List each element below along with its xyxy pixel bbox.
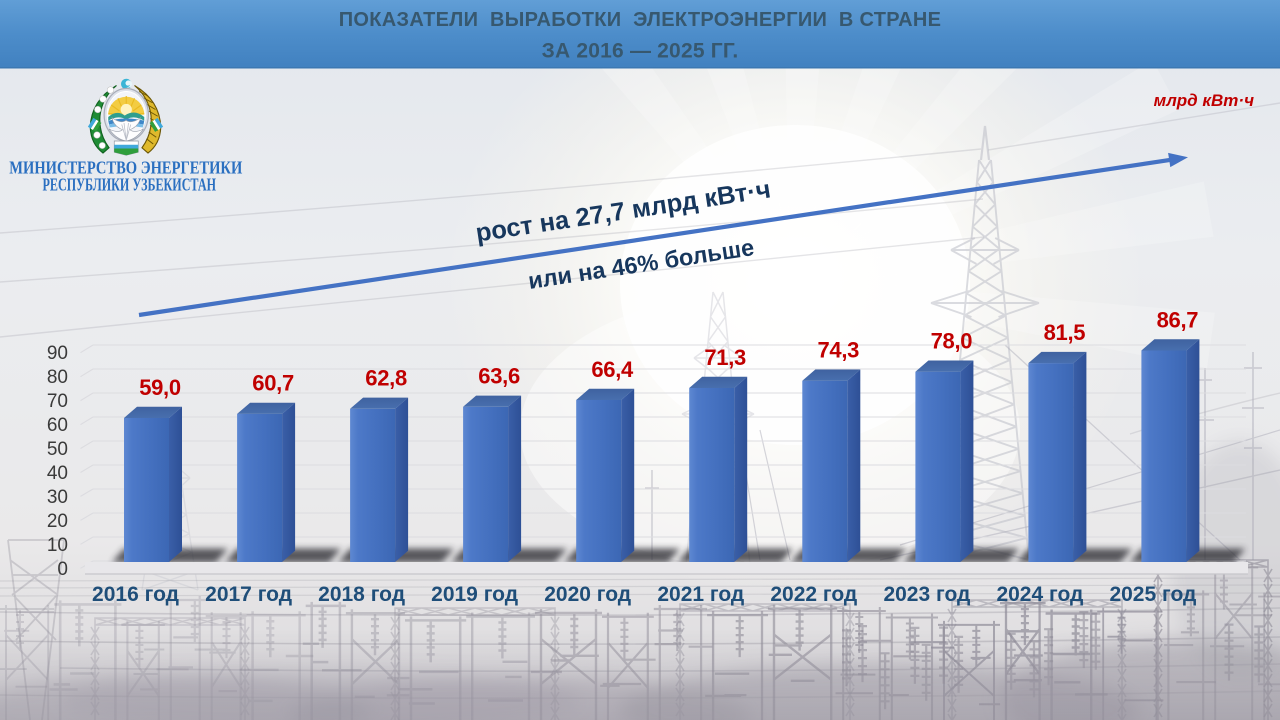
svg-text:2017 год: 2017 год [205, 583, 292, 606]
svg-text:66,4: 66,4 [591, 357, 634, 382]
svg-text:60,7: 60,7 [252, 371, 294, 396]
svg-text:59,0: 59,0 [139, 375, 181, 400]
svg-text:РЕСПУБЛИКИ УЗБЕКИСТАН: РЕСПУБЛИКИ УЗБЕКИСТАН [43, 175, 217, 195]
svg-text:2025 год: 2025 год [1109, 583, 1196, 606]
svg-text:2023 год: 2023 год [883, 583, 970, 606]
svg-text:74,3: 74,3 [817, 338, 859, 363]
svg-text:81,5: 81,5 [1044, 320, 1086, 345]
svg-text:МИНИСТЕРСТВО ЭНЕРГЕТИКИ: МИНИСТЕРСТВО ЭНЕРГЕТИКИ [9, 158, 242, 178]
svg-text:20: 20 [47, 511, 68, 532]
svg-text:80: 80 [47, 367, 68, 388]
svg-text:2024 год: 2024 год [996, 583, 1083, 606]
svg-text:2018 год: 2018 год [318, 583, 405, 606]
svg-text:62,8: 62,8 [365, 366, 407, 391]
svg-text:2020 год: 2020 год [544, 583, 631, 606]
svg-text:40: 40 [47, 463, 68, 484]
svg-text:71,3: 71,3 [704, 345, 746, 370]
svg-text:63,6: 63,6 [478, 364, 520, 389]
svg-text:30: 30 [47, 487, 68, 508]
svg-text:ПОКАЗАТЕЛИ ВЫРАБОТКИ ЭЛЕКТРО: ПОКАЗАТЕЛИ ВЫРАБОТКИ ЭЛЕКТРОЭНЕРГИИ В СТ… [339, 9, 942, 31]
svg-text:0: 0 [57, 559, 68, 580]
svg-text:50: 50 [47, 439, 68, 460]
svg-text:2021 год: 2021 год [657, 583, 744, 606]
svg-text:2016 год: 2016 год [92, 583, 179, 606]
svg-text:86,7: 86,7 [1157, 307, 1199, 332]
svg-text:млрд кВт·ч: млрд кВт·ч [1154, 91, 1254, 110]
svg-text:10: 10 [47, 535, 68, 556]
svg-text:60: 60 [47, 415, 68, 436]
svg-text:90: 90 [47, 343, 68, 364]
svg-text:70: 70 [47, 391, 68, 412]
svg-text:ЗА 2016 — 2025 ГГ.: ЗА 2016 — 2025 ГГ. [542, 40, 739, 63]
svg-text:2022 год: 2022 год [770, 583, 857, 606]
svg-text:2019 год: 2019 год [431, 583, 518, 606]
svg-text:78,0: 78,0 [931, 329, 973, 354]
